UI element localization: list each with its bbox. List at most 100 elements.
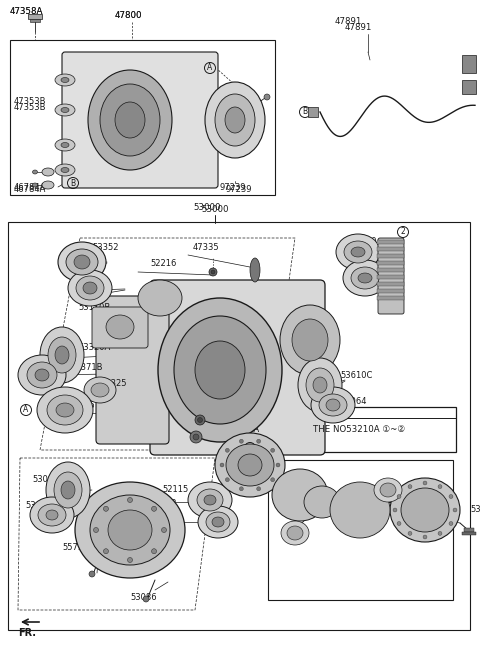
Text: 53040A: 53040A (350, 275, 382, 284)
Ellipse shape (195, 341, 245, 399)
Ellipse shape (390, 478, 460, 542)
Ellipse shape (38, 504, 66, 526)
FancyBboxPatch shape (62, 52, 218, 188)
Ellipse shape (351, 267, 379, 289)
Circle shape (104, 549, 108, 553)
Text: 53000: 53000 (201, 206, 229, 215)
Text: B: B (302, 108, 308, 117)
Ellipse shape (42, 181, 54, 189)
Ellipse shape (76, 276, 104, 300)
Text: A: A (24, 406, 29, 415)
Circle shape (190, 431, 202, 443)
Text: 53320: 53320 (350, 237, 376, 246)
Ellipse shape (330, 482, 390, 538)
Circle shape (271, 448, 275, 452)
Ellipse shape (46, 510, 58, 520)
Ellipse shape (108, 510, 152, 550)
Circle shape (397, 522, 401, 526)
Bar (28, 14, 42, 19)
Circle shape (240, 439, 243, 443)
Ellipse shape (48, 337, 76, 373)
Ellipse shape (75, 482, 185, 578)
Ellipse shape (55, 74, 75, 86)
Ellipse shape (61, 481, 75, 499)
Bar (377, 261, 404, 265)
Text: 47800: 47800 (115, 12, 143, 21)
Circle shape (423, 481, 427, 485)
Ellipse shape (61, 168, 69, 172)
Bar (30, 19, 40, 22)
Circle shape (453, 508, 457, 512)
Circle shape (195, 415, 205, 425)
Ellipse shape (58, 242, 106, 282)
Ellipse shape (319, 394, 347, 416)
Bar (377, 289, 404, 293)
Ellipse shape (91, 383, 109, 397)
Ellipse shape (37, 387, 93, 433)
Text: 2: 2 (401, 228, 406, 237)
Ellipse shape (47, 395, 83, 425)
Text: 53094: 53094 (150, 519, 176, 528)
Ellipse shape (54, 472, 82, 508)
Circle shape (397, 495, 401, 499)
Ellipse shape (106, 315, 134, 339)
Text: 97239: 97239 (225, 186, 252, 195)
Ellipse shape (215, 433, 285, 497)
Ellipse shape (287, 526, 303, 540)
Text: 53410: 53410 (308, 393, 336, 402)
Circle shape (152, 506, 156, 511)
Text: 53094: 53094 (82, 277, 108, 286)
Ellipse shape (174, 316, 266, 424)
Circle shape (393, 508, 397, 512)
Text: 47353B: 47353B (14, 103, 47, 112)
Bar (308, 107, 318, 117)
Ellipse shape (27, 362, 57, 388)
Ellipse shape (66, 249, 98, 275)
Circle shape (264, 94, 270, 100)
Ellipse shape (61, 77, 69, 83)
Text: THE NO53210A ①~②: THE NO53210A ①~② (313, 426, 405, 435)
Text: 53610C: 53610C (25, 502, 58, 510)
Ellipse shape (226, 444, 274, 486)
Text: 53236: 53236 (68, 401, 95, 410)
Ellipse shape (198, 506, 238, 538)
Circle shape (211, 270, 215, 274)
Text: 46784A: 46784A (14, 186, 47, 195)
Ellipse shape (35, 369, 49, 381)
Text: 53352: 53352 (150, 499, 177, 508)
Ellipse shape (358, 273, 372, 283)
Text: 53000: 53000 (193, 203, 221, 212)
Bar (464, 528, 474, 532)
Text: 97239: 97239 (220, 183, 247, 192)
Text: 47358A: 47358A (10, 8, 43, 17)
Text: 53610C: 53610C (340, 370, 372, 379)
Circle shape (89, 571, 95, 577)
Circle shape (128, 557, 132, 562)
Text: 47800: 47800 (115, 12, 143, 21)
Circle shape (449, 522, 453, 526)
Circle shape (225, 478, 229, 482)
Circle shape (449, 495, 453, 499)
Bar (308, 407, 456, 452)
Ellipse shape (68, 270, 112, 306)
Text: 47335: 47335 (193, 244, 220, 252)
Ellipse shape (326, 399, 340, 411)
Ellipse shape (206, 512, 230, 532)
Text: 47891: 47891 (335, 17, 362, 26)
Ellipse shape (374, 478, 402, 502)
Ellipse shape (42, 168, 54, 176)
Circle shape (240, 487, 243, 491)
FancyBboxPatch shape (378, 238, 404, 314)
Ellipse shape (250, 258, 260, 282)
Text: 47358A: 47358A (10, 8, 43, 17)
Bar (462, 532, 476, 535)
Bar (268, 460, 453, 600)
Bar (377, 296, 404, 300)
Text: FR.: FR. (18, 628, 36, 638)
Ellipse shape (313, 377, 327, 393)
Text: 52213A: 52213A (227, 426, 259, 435)
Ellipse shape (225, 107, 245, 133)
FancyBboxPatch shape (96, 296, 169, 444)
Ellipse shape (33, 170, 37, 174)
Circle shape (161, 528, 167, 533)
